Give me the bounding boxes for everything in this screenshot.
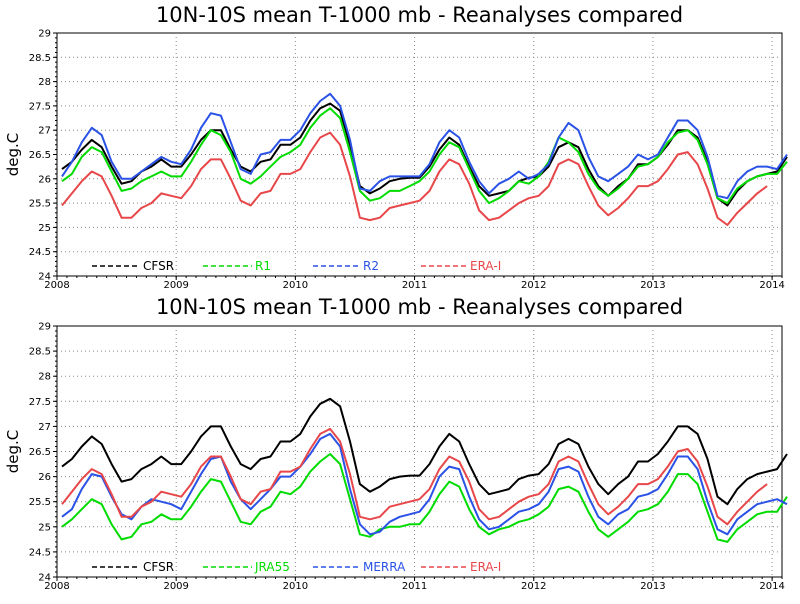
y-tick-label: 24 bbox=[38, 573, 51, 584]
x-tick-label: 2009 bbox=[163, 581, 188, 592]
x-tick-label: 2008 bbox=[44, 581, 69, 592]
y-tick-label: 26 bbox=[38, 472, 51, 483]
x-tick-label: 2010 bbox=[283, 581, 308, 592]
y-tick-label: 25 bbox=[38, 223, 51, 234]
y-tick-label: 29 bbox=[38, 322, 51, 333]
x-tick-label: 2013 bbox=[640, 280, 665, 291]
x-tick-label: 2012 bbox=[521, 280, 546, 291]
x-tick-label: 2014 bbox=[759, 581, 784, 592]
legend-label: CFSR bbox=[143, 560, 174, 574]
legend-label: ERA-I bbox=[470, 259, 501, 273]
y-tick-label: 27 bbox=[38, 126, 51, 137]
x-tick-label: 2013 bbox=[640, 581, 665, 592]
chart-panel-1: 10N-10S mean T-1000 mb - Reanalyses comp… bbox=[4, 3, 788, 291]
x-tick-label: 2011 bbox=[402, 581, 427, 592]
series-line-cfsr bbox=[61, 102, 788, 207]
y-tick-label: 27.5 bbox=[29, 101, 51, 112]
y-tick-label: 28 bbox=[38, 372, 51, 383]
series-line-jra55 bbox=[61, 453, 788, 543]
y-tick-label: 26.5 bbox=[29, 447, 51, 458]
series-line-r1 bbox=[61, 107, 788, 205]
y-tick-label: 28.5 bbox=[29, 53, 51, 64]
y-tick-label: 28 bbox=[38, 77, 51, 88]
y-tick-label: 27.5 bbox=[29, 397, 51, 408]
chart-title: 10N-10S mean T-1000 mb - Reanalyses comp… bbox=[156, 3, 683, 27]
y-tick-label: 26 bbox=[38, 174, 51, 185]
series-line-merra bbox=[61, 432, 788, 536]
y-tick-label: 24 bbox=[38, 272, 51, 283]
x-tick-label: 2012 bbox=[521, 581, 546, 592]
legend-label: ERA-I bbox=[470, 560, 501, 574]
legend-label: MERRA bbox=[363, 560, 406, 574]
x-tick-label: 2014 bbox=[759, 280, 784, 291]
y-tick-label: 28.5 bbox=[29, 347, 51, 358]
y-tick-label: 24.5 bbox=[29, 547, 51, 558]
y-tick-label: 25.5 bbox=[29, 199, 51, 210]
y-axis-label: deg.C bbox=[4, 133, 22, 177]
y-tick-label: 25 bbox=[38, 522, 51, 533]
legend-label: CFSR bbox=[143, 259, 174, 273]
series-line-r2 bbox=[61, 92, 788, 200]
x-tick-label: 2010 bbox=[283, 280, 308, 291]
x-tick-label: 2009 bbox=[163, 280, 188, 291]
legend-label: R2 bbox=[363, 259, 379, 273]
y-tick-label: 26.5 bbox=[29, 150, 51, 161]
y-tick-label: 29 bbox=[38, 29, 51, 40]
y-tick-label: 25.5 bbox=[29, 497, 51, 508]
chart-panel-2: 10N-10S mean T-1000 mb - Reanalyses comp… bbox=[4, 295, 788, 592]
y-tick-label: 27 bbox=[38, 422, 51, 433]
x-tick-label: 2008 bbox=[44, 280, 69, 291]
chart-title: 10N-10S mean T-1000 mb - Reanalyses comp… bbox=[156, 295, 683, 319]
y-axis-label: deg.C bbox=[4, 430, 22, 474]
series-line-era-i bbox=[61, 131, 768, 226]
x-tick-label: 2011 bbox=[402, 280, 427, 291]
legend-label: JRA55 bbox=[254, 560, 290, 574]
legend-label: R1 bbox=[255, 259, 271, 273]
y-tick-label: 24.5 bbox=[29, 247, 51, 258]
series-line-era-i bbox=[61, 427, 768, 526]
series-line-cfsr bbox=[61, 397, 788, 506]
